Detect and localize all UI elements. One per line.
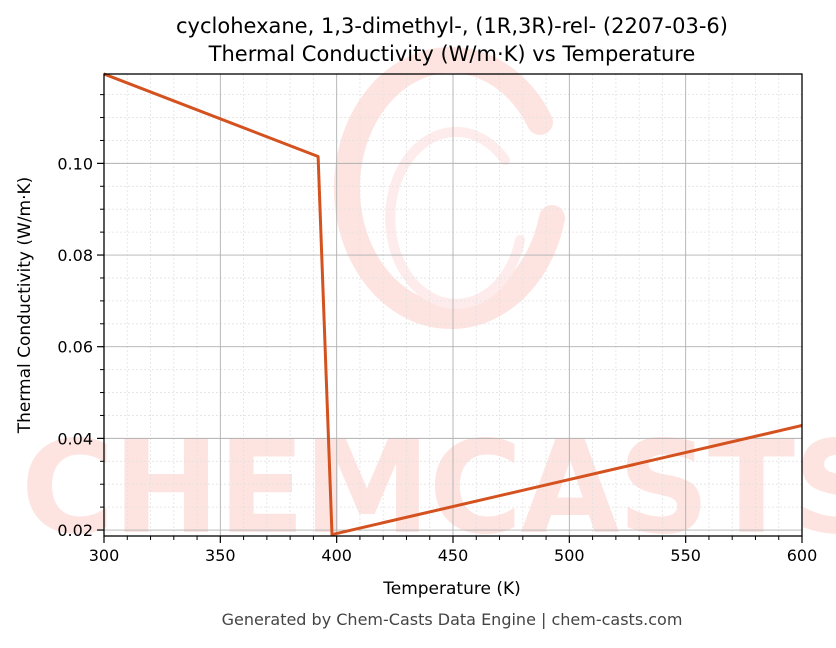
x-tick-label: 300	[89, 546, 120, 565]
chart-title-line2: Thermal Conductivity (W/m·K) vs Temperat…	[208, 42, 696, 66]
y-tick-label: 0.08	[57, 246, 93, 265]
watermark-text: CHEMCASTS	[21, 414, 836, 563]
y-axis-label: Thermal Conductivity (W/m·K)	[15, 177, 35, 435]
x-tick-label: 600	[787, 546, 818, 565]
footer-credit: Generated by Chem-Casts Data Engine | ch…	[222, 610, 683, 629]
series-layer	[104, 72, 802, 537]
x-tick-label: 450	[438, 546, 469, 565]
y-tick-label: 0.04	[57, 429, 93, 448]
watermark-logo-icon	[333, 47, 565, 329]
x-axis-label: Temperature (K)	[382, 579, 521, 599]
x-tick-label: 550	[670, 546, 701, 565]
x-tick-label: 350	[205, 546, 236, 565]
y-tick-label: 0.10	[57, 154, 93, 173]
y-tick-label: 0.02	[57, 521, 93, 540]
ticks-layer: 300 350 400 450 500 550 600 0.02 0.04 0.06 0.08 0.1…	[57, 94, 818, 565]
watermark: CHEMCASTS	[21, 47, 836, 563]
chart-title-line1: cyclohexane, 1,3-dimethyl-, (1R,3R)-rel-…	[176, 14, 728, 38]
x-tick-label: 500	[554, 546, 585, 565]
series-line	[104, 72, 802, 537]
x-tick-label: 400	[321, 546, 352, 565]
y-tick-label: 0.06	[57, 338, 93, 357]
